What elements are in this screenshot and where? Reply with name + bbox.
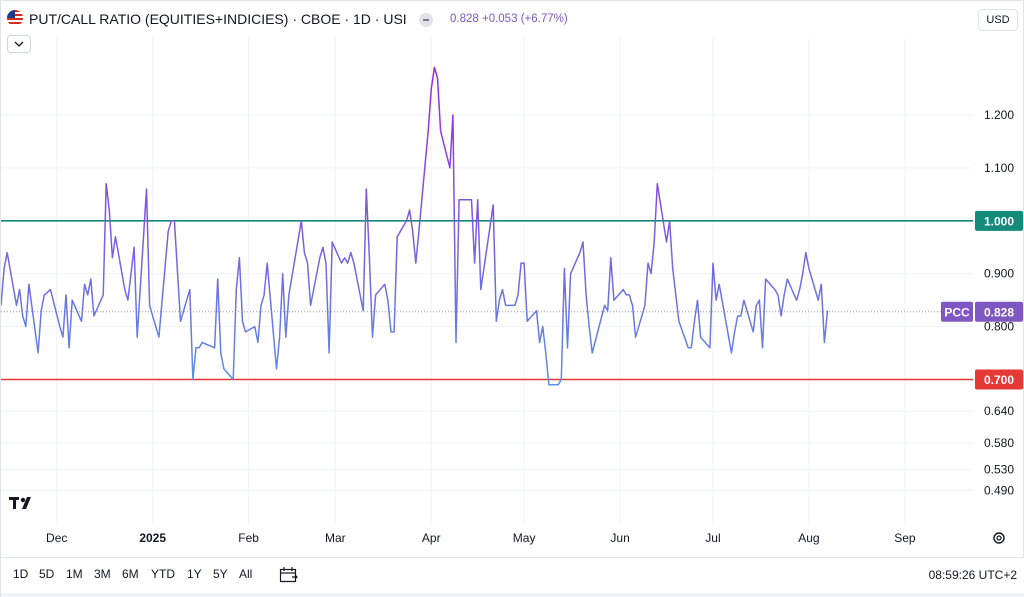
us-flag-icon	[7, 10, 23, 26]
range-all-button[interactable]: All	[239, 567, 253, 581]
y-tick-label: 1.200	[984, 108, 1014, 122]
x-tick-label: Dec	[46, 531, 67, 545]
series	[1, 66, 829, 386]
current-value-badge	[975, 301, 1023, 322]
chart-canvas[interactable]: 1.000 0.700 1.200 1.100 0.900 0.800 0.640 0.580…	[1, 1, 1024, 557]
series-name-label: PCC	[944, 305, 970, 319]
level-badge	[975, 369, 1023, 390]
y-tick-label: 0.800	[984, 320, 1014, 334]
x-tick-label: Mar	[325, 531, 346, 545]
chart-header: PUT/CALL RATIO (EQUITIES+INDICIES) · CBO…	[1, 1, 1024, 37]
range-3m-button[interactable]: 3M	[94, 567, 111, 581]
last-price: 0.828	[450, 13, 479, 25]
series-name-badge	[941, 301, 973, 322]
range-1y-button[interactable]: 1Y	[187, 567, 202, 581]
y-tick-label: 0.530	[984, 462, 1014, 476]
x-tick-label: Jul	[705, 531, 720, 545]
symbol-title: PUT/CALL RATIO (EQUITIES+INDICIES) · CBO…	[29, 11, 407, 27]
y-tick-label: 0.490	[984, 484, 1014, 498]
x-tick-label: Jun	[610, 531, 629, 545]
level-badge-label: 1.000	[984, 214, 1014, 228]
range-1d-button[interactable]: 1D	[13, 567, 29, 581]
tradingview-logo[interactable]	[9, 495, 39, 516]
horizontal-levels	[1, 220, 973, 381]
x-axis: Dec 2025 Feb Mar Apr May Jun Jul Aug Sep	[46, 531, 916, 545]
y-tick-label: 0.580	[984, 436, 1014, 450]
x-tick-label: May	[513, 531, 536, 545]
market-status-icon[interactable]	[419, 13, 433, 27]
x-tick-label: Feb	[238, 531, 259, 545]
pcc-series-line	[1, 66, 829, 386]
clock-readout[interactable]: 08:59:26 UTC+2	[928, 568, 1017, 582]
price-readout: 0.828 +0.053 (+6.77%)	[450, 13, 568, 25]
range-6m-button[interactable]: 6M	[122, 567, 139, 581]
level-badge	[975, 210, 1023, 231]
grid	[1, 37, 973, 525]
chevron-down-icon	[14, 41, 24, 47]
calendar-icon[interactable]	[279, 566, 299, 589]
x-tick-label: Apr	[422, 531, 441, 545]
y-axis: 1.000 0.700 1.200 1.100 0.900 0.800 0.640 0.580…	[941, 108, 1023, 498]
range-1m-button[interactable]: 1M	[66, 567, 83, 581]
range-5y-button[interactable]: 5Y	[213, 567, 228, 581]
price-change-percent: (+6.77%)	[520, 13, 568, 25]
bottom-strip	[1, 593, 1024, 597]
settings-gear-icon[interactable]	[991, 530, 1007, 551]
price-change: +0.053	[481, 13, 518, 25]
level-badge-label: 0.700	[984, 373, 1014, 387]
x-tick-label: Sep	[894, 531, 916, 545]
range-ytd-button[interactable]: YTD	[151, 567, 175, 581]
collapse-legend-button[interactable]	[7, 35, 31, 53]
range-5d-button[interactable]: 5D	[39, 567, 55, 581]
current-value-label: 0.828	[984, 305, 1014, 319]
x-tick-label: Aug	[798, 531, 819, 545]
y-tick-label: 0.640	[984, 404, 1014, 418]
bottom-toolbar: 1D 5D 1M 3M 6M YTD 1Y 5Y All 08:59:26 UT…	[1, 557, 1024, 593]
y-tick-label: 0.900	[984, 267, 1014, 281]
y-tick-label: 1.100	[984, 161, 1014, 175]
currency-selector[interactable]: USD	[978, 9, 1018, 31]
x-tick-label: 2025	[139, 531, 166, 545]
